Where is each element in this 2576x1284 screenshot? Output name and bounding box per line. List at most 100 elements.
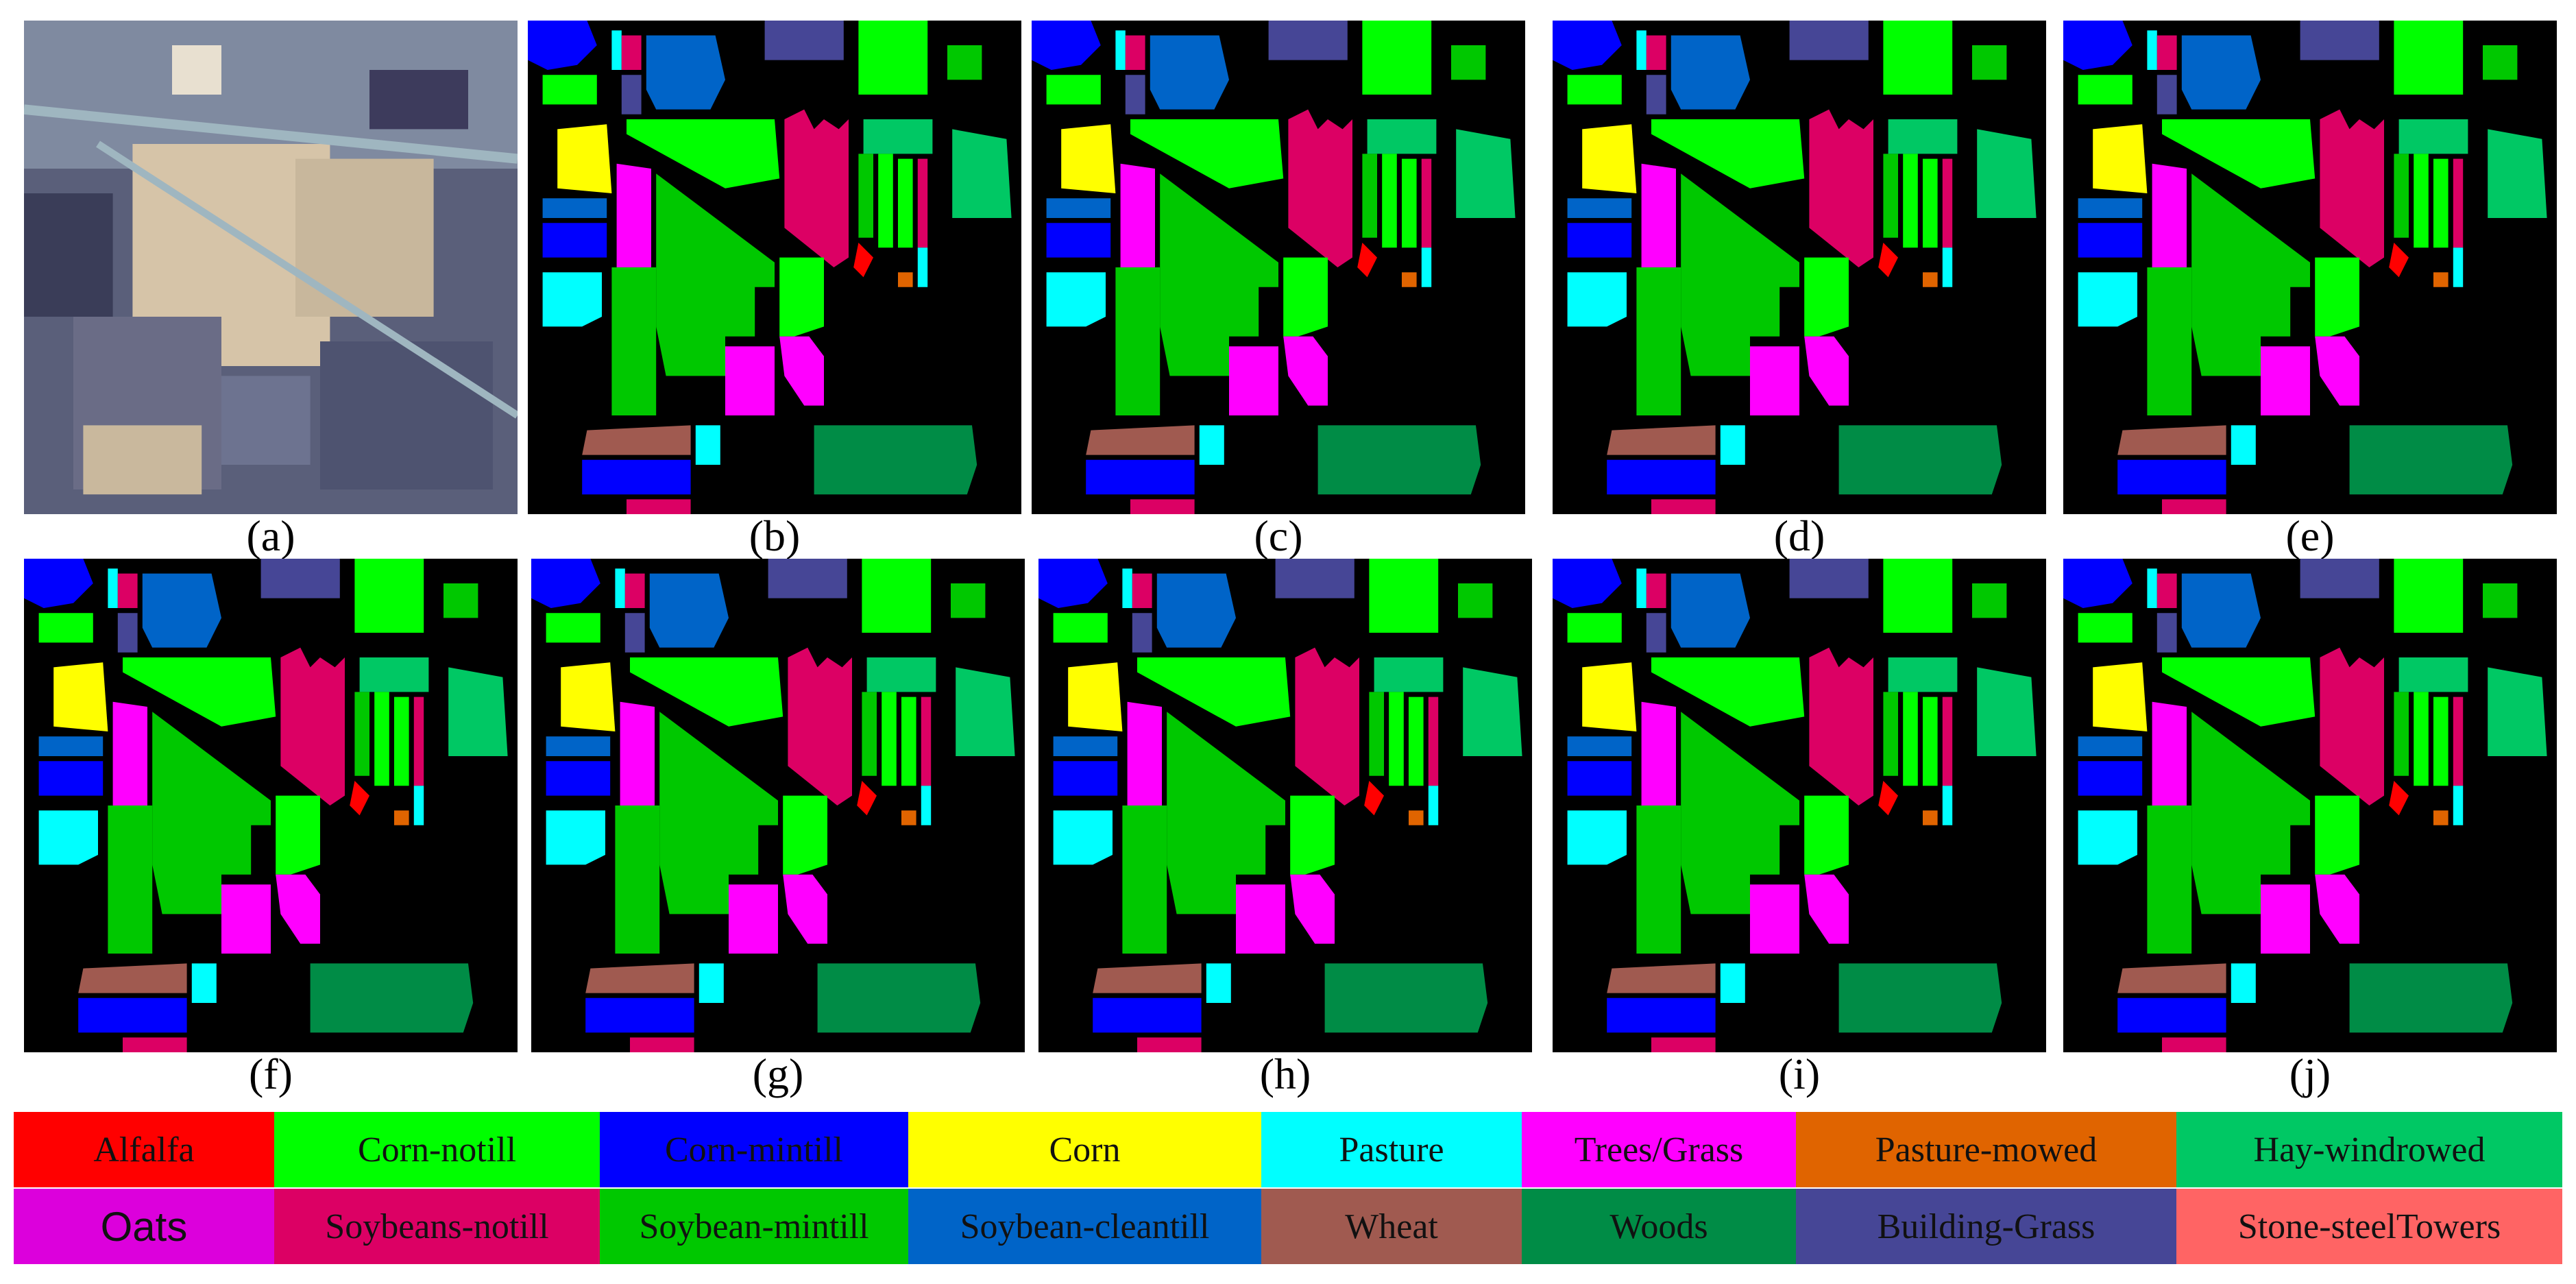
class-region xyxy=(814,425,977,495)
class-region xyxy=(1607,963,1716,993)
class-region xyxy=(768,559,847,598)
class-region xyxy=(38,736,104,756)
class-region xyxy=(2389,243,2409,278)
class-region xyxy=(1977,129,2037,218)
class-region xyxy=(546,613,600,643)
legend-label: Corn-mintill xyxy=(665,1130,843,1170)
class-region xyxy=(2414,154,2429,248)
legend-item: Corn xyxy=(908,1112,1261,1187)
class-region xyxy=(152,712,271,914)
legend-item: Pasture xyxy=(1261,1112,1522,1187)
class-region xyxy=(1206,963,1231,1003)
class-region xyxy=(350,781,369,816)
class-region xyxy=(901,696,916,786)
class-region xyxy=(1032,21,1101,70)
class-region xyxy=(546,736,611,756)
class-region xyxy=(542,198,607,218)
legend-item: Soybean-cleantill xyxy=(908,1189,1261,1264)
class-region xyxy=(1402,158,1417,248)
class-region xyxy=(2078,761,2143,796)
class-region xyxy=(1150,35,1229,110)
class-region xyxy=(695,425,720,465)
class-region xyxy=(2488,667,2547,756)
class-region xyxy=(1137,1037,1202,1052)
class-region xyxy=(2315,336,2359,406)
legend-item: Corn-notill xyxy=(274,1112,600,1187)
class-region xyxy=(1369,559,1439,633)
classification-map xyxy=(2063,21,2557,514)
class-region xyxy=(779,336,824,406)
legend-item: Soybean-mintill xyxy=(600,1189,908,1264)
class-region xyxy=(2261,884,2310,954)
class-region xyxy=(1451,45,1486,80)
class-region xyxy=(2433,810,2449,825)
class-region xyxy=(2394,559,2464,633)
class-region xyxy=(24,559,93,608)
class-region xyxy=(1160,173,1278,376)
class-region xyxy=(38,810,98,865)
class-region xyxy=(866,657,936,692)
class-region xyxy=(1942,158,1953,248)
class-region xyxy=(448,667,508,756)
classification-map xyxy=(1032,21,1525,514)
class-region xyxy=(354,559,424,633)
panel-b xyxy=(528,21,1021,514)
class-region xyxy=(2394,21,2464,95)
class-region xyxy=(863,119,933,154)
panel-g xyxy=(531,559,1025,1052)
class-region xyxy=(1369,692,1384,776)
class-region xyxy=(2433,696,2449,786)
legend-label: Pasture xyxy=(1339,1130,1444,1170)
class-region xyxy=(858,21,928,95)
class-region xyxy=(1567,75,1622,105)
class-region xyxy=(1167,712,1285,914)
class-region xyxy=(78,997,187,1033)
class-region xyxy=(1046,272,1106,327)
class-region xyxy=(917,247,928,287)
class-region xyxy=(630,1037,694,1052)
class-region xyxy=(394,696,409,786)
class-region xyxy=(698,963,724,1003)
class-region xyxy=(627,119,780,189)
class-region xyxy=(531,559,600,608)
class-region xyxy=(1641,163,1676,267)
class-region xyxy=(1607,997,1716,1033)
class-region xyxy=(783,874,827,944)
class-region xyxy=(817,963,981,1033)
class-region xyxy=(621,75,642,114)
caption-f: (f) xyxy=(249,1050,293,1098)
class-region xyxy=(630,657,783,727)
class-region xyxy=(1402,272,1417,287)
class-region xyxy=(1093,963,1202,993)
class-region xyxy=(1567,223,1632,258)
class-region xyxy=(898,272,913,287)
false-color-image xyxy=(24,21,518,514)
class-region xyxy=(542,75,597,105)
legend-label: Trees/Grass xyxy=(1574,1130,1744,1170)
class-region xyxy=(2398,119,2468,154)
legend-item: Alfalfa xyxy=(14,1112,274,1187)
class-region xyxy=(783,795,827,875)
classification-map xyxy=(531,559,1025,1052)
class-region xyxy=(1804,257,1849,337)
class-region xyxy=(1061,124,1116,193)
class-region xyxy=(1942,247,1953,287)
class-region xyxy=(1651,119,1805,189)
class-region xyxy=(1290,795,1335,875)
class-region xyxy=(1456,129,1516,218)
class-region xyxy=(788,647,852,805)
class-region xyxy=(1903,154,1918,248)
class-region xyxy=(1942,786,1953,825)
class-region xyxy=(2156,613,2177,653)
class-region xyxy=(2117,425,2226,455)
class-region xyxy=(2162,119,2316,189)
class-region xyxy=(2300,21,2379,60)
class-region xyxy=(1838,425,2002,495)
class-region xyxy=(620,701,655,805)
class-region xyxy=(2315,795,2359,875)
panel-j xyxy=(2063,559,2557,1052)
legend-item: Corn-mintill xyxy=(600,1112,908,1187)
class-region xyxy=(858,154,873,238)
class-region xyxy=(2414,692,2429,786)
class-region xyxy=(1923,810,1938,825)
